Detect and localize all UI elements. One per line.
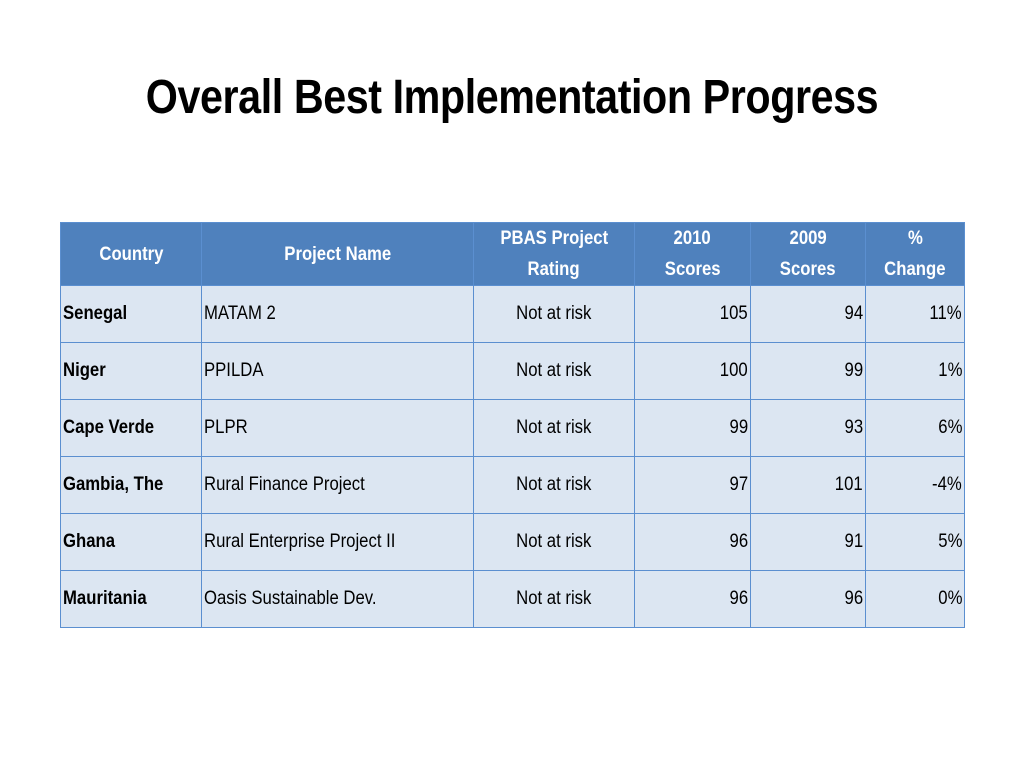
cell-project-name: Oasis Sustainable Dev. (201, 570, 474, 628)
table-row: Mauritania Oasis Sustainable Dev. Not at… (60, 570, 965, 628)
table-row: Cape Verde PLPR Not at risk 99 93 6% (60, 399, 965, 457)
cell-project-name: MATAM 2 (201, 285, 474, 343)
cell-2009-score: 91 (750, 513, 866, 571)
header-project-name: Project Name (201, 222, 474, 286)
implementation-progress-table: Country Project Name PBAS Project Rating … (60, 222, 965, 628)
cell-rating: Not at risk (473, 456, 635, 514)
cell-percent-change: 11% (865, 285, 965, 343)
header-country: Country (60, 222, 202, 286)
header-percent-change: % Change (865, 222, 965, 286)
cell-2009-score: 99 (750, 342, 866, 400)
cell-rating: Not at risk (473, 342, 635, 400)
table-row: Ghana Rural Enterprise Project II Not at… (60, 513, 965, 571)
cell-country: Ghana (60, 513, 202, 571)
cell-country: Senegal (60, 285, 202, 343)
cell-2010-score: 100 (634, 342, 751, 400)
header-2009-scores: 2009 Scores (750, 222, 866, 286)
slide-title: Overall Best Implementation Progress (145, 71, 879, 124)
cell-country: Gambia, The (60, 456, 202, 514)
cell-2009-score: 93 (750, 399, 866, 457)
table-header-row: Country Project Name PBAS Project Rating … (60, 222, 965, 286)
cell-country: Cape Verde (60, 399, 202, 457)
cell-2009-score: 101 (750, 456, 866, 514)
cell-percent-change: 0% (865, 570, 965, 628)
cell-2009-score: 94 (750, 285, 866, 343)
header-pbas-rating: PBAS Project Rating (473, 222, 635, 286)
cell-percent-change: 6% (865, 399, 965, 457)
header-2010-scores: 2010 Scores (634, 222, 751, 286)
cell-rating: Not at risk (473, 399, 635, 457)
table-row: Niger PPILDA Not at risk 100 99 1% (60, 342, 965, 400)
cell-project-name: Rural Finance Project (201, 456, 474, 514)
cell-2010-score: 105 (634, 285, 751, 343)
cell-project-name: Rural Enterprise Project II (201, 513, 474, 571)
cell-rating: Not at risk (473, 513, 635, 571)
cell-2010-score: 97 (634, 456, 751, 514)
cell-2009-score: 96 (750, 570, 866, 628)
cell-2010-score: 96 (634, 513, 751, 571)
table-row: Gambia, The Rural Finance Project Not at… (60, 456, 965, 514)
cell-2010-score: 96 (634, 570, 751, 628)
cell-percent-change: 5% (865, 513, 965, 571)
cell-country: Niger (60, 342, 202, 400)
cell-2010-score: 99 (634, 399, 751, 457)
cell-project-name: PLPR (201, 399, 474, 457)
cell-percent-change: 1% (865, 342, 965, 400)
cell-rating: Not at risk (473, 570, 635, 628)
cell-percent-change: -4% (865, 456, 965, 514)
table-row: Senegal MATAM 2 Not at risk 105 94 11% (60, 285, 965, 343)
cell-rating: Not at risk (473, 285, 635, 343)
cell-country: Mauritania (60, 570, 202, 628)
cell-project-name: PPILDA (201, 342, 474, 400)
